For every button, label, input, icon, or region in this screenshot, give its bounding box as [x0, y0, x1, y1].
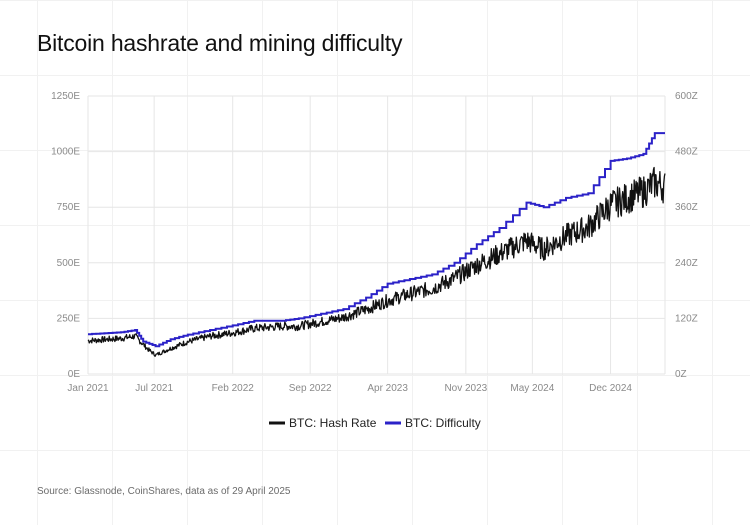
left-tick-label: 1000E: [51, 147, 80, 158]
right-tick-label: 0Z: [675, 369, 687, 380]
legend-label-hash-rate: BTC: Hash Rate: [289, 416, 377, 430]
legend[interactable]: BTC: Hash Rate BTC: Difficulty: [269, 416, 481, 430]
x-tick-label: Jan 2021: [67, 383, 109, 394]
left-tick-label: 250E: [57, 313, 81, 324]
x-tick-label: May 2024: [510, 383, 554, 394]
x-tick-label: Nov 2023: [444, 383, 487, 394]
series-line-hash-rate: [87, 166, 666, 357]
chart-title: Bitcoin hashrate and mining difficulty: [37, 30, 403, 56]
x-tick-label: Sep 2022: [289, 383, 332, 394]
x-axis-ticks: Jan 2021 Jul 2021 Feb 2022 Sep 2022 Apr 2023…: [67, 383, 632, 394]
x-tick-label: Feb 2022: [212, 383, 255, 394]
source-note: Source: Glassnode, CoinShares, data as o…: [37, 486, 291, 497]
left-tick-label: 1250E: [51, 91, 80, 102]
right-tick-label: 240Z: [675, 258, 698, 269]
x-tick-label: Dec 2024: [589, 383, 632, 394]
right-tick-label: 480Z: [675, 147, 698, 158]
left-tick-label: 500E: [57, 258, 81, 269]
right-tick-label: 600Z: [675, 91, 698, 102]
left-axis-ticks: 0E 250E 500E 750E 1000E 1250E: [51, 91, 80, 380]
right-axis-ticks: 0Z 120Z 240Z 360Z 480Z 600Z: [675, 91, 698, 380]
x-tick-label: Apr 2023: [367, 383, 408, 394]
right-tick-label: 120Z: [675, 313, 698, 324]
series-layer: [87, 132, 666, 357]
series-line-difficulty: [88, 132, 665, 348]
right-tick-label: 360Z: [675, 202, 698, 213]
left-tick-label: 750E: [57, 202, 81, 213]
x-tick-label: Jul 2021: [135, 383, 173, 394]
left-tick-label: 0E: [68, 369, 81, 380]
gridlines: [87, 95, 666, 375]
legend-label-difficulty: BTC: Difficulty: [405, 416, 481, 430]
